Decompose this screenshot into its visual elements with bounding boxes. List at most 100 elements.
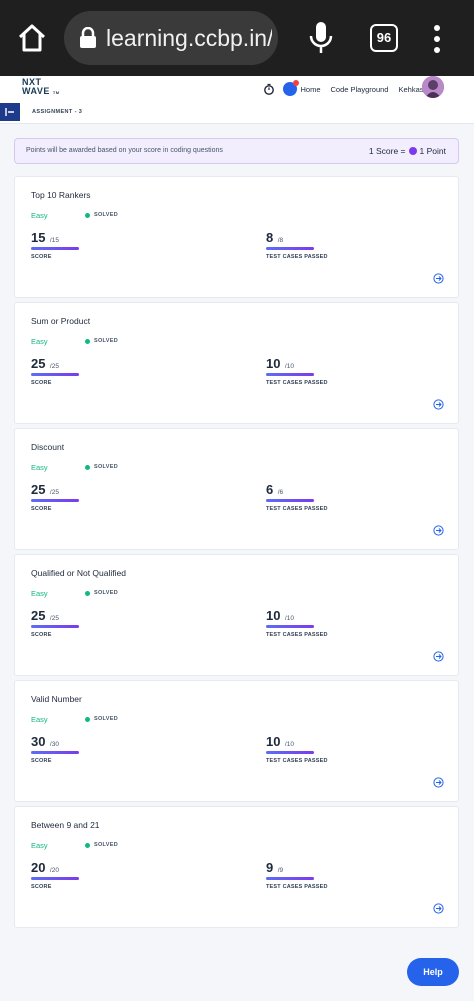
microphone-icon[interactable] <box>308 20 334 56</box>
test-cases-progress-bar <box>266 625 314 628</box>
test-cases-progress-bar <box>266 877 314 880</box>
question-card[interactable]: Sum or Product Easy SOLVED 25 /25 SCORE … <box>14 302 459 424</box>
test-cases-value: 8 <box>266 230 274 245</box>
test-cases-metric: 6 /6 TEST CASES PASSED <box>266 481 426 515</box>
test-cases-progress-bar <box>266 373 314 376</box>
tab-switcher-button[interactable]: 96 <box>370 24 398 52</box>
arrow-right-circle-icon[interactable] <box>433 525 444 536</box>
score-value: 30 <box>31 734 46 749</box>
score-metric: 20 /20 SCORE <box>31 859 191 893</box>
question-card[interactable]: Top 10 Rankers Easy SOLVED 15 /15 SCORE … <box>14 176 459 298</box>
difficulty-label: Easy <box>31 211 48 220</box>
score-metric: 30 /30 SCORE <box>31 733 191 767</box>
arrow-right-circle-icon[interactable] <box>433 399 444 410</box>
arrow-right-circle-icon[interactable] <box>433 651 444 662</box>
test-cases-value: 6 <box>266 482 274 497</box>
status-badge: SOLVED <box>85 842 118 848</box>
score-metric: 25 /25 SCORE <box>31 481 191 515</box>
test-cases-value: 9 <box>266 860 274 875</box>
score-value: 20 <box>31 860 46 875</box>
score-metric: 25 /25 SCORE <box>31 607 191 641</box>
score-total: /30 <box>49 741 59 748</box>
test-cases-value: 10 <box>266 734 281 749</box>
score-total: /25 <box>49 363 59 370</box>
difficulty-label: Easy <box>31 337 48 346</box>
arrow-right-circle-icon[interactable] <box>433 777 444 788</box>
test-cases-total: /10 <box>284 363 294 370</box>
breadcrumb: ASSIGNMENT - 3 <box>32 109 83 115</box>
score-total: /20 <box>49 867 59 874</box>
nav-profile-name[interactable]: Kehkashan <box>398 84 436 94</box>
test-cases-value: 10 <box>266 356 281 371</box>
avatar[interactable] <box>422 76 444 98</box>
status-badge: SOLVED <box>85 338 118 344</box>
status-dot <box>85 842 90 848</box>
score-metric: 25 /25 SCORE <box>31 355 191 389</box>
nav-home[interactable]: Home <box>300 84 321 94</box>
status-badge: SOLVED <box>85 212 118 218</box>
score-label: SCORE <box>31 506 52 512</box>
test-cases-progress-bar <box>266 499 314 502</box>
question-card[interactable]: Discount Easy SOLVED 25 /25 SCORE 6 /6 T… <box>14 428 459 550</box>
home-icon[interactable] <box>16 22 48 54</box>
question-title: Valid Number <box>31 694 82 704</box>
test-cases-metric: 9 /9 TEST CASES PASSED <box>266 859 426 893</box>
arrow-right-circle-icon[interactable] <box>433 273 444 284</box>
score-value: 25 <box>31 482 46 497</box>
test-cases-label: TEST CASES PASSED <box>266 506 328 512</box>
points-info-text: Points will be awarded based on your sco… <box>26 147 223 154</box>
stopwatch-icon[interactable] <box>263 83 275 95</box>
score-total: /25 <box>49 489 59 496</box>
test-cases-total: /10 <box>284 741 294 748</box>
difficulty-label: Easy <box>31 589 48 598</box>
test-cases-label: TEST CASES PASSED <box>266 254 328 260</box>
question-title: Discount <box>31 442 65 452</box>
test-cases-progress-bar <box>266 751 314 754</box>
score-progress-bar <box>31 625 79 628</box>
score-label: SCORE <box>31 632 52 638</box>
difficulty-label: Easy <box>31 841 48 850</box>
score-label: SCORE <box>31 380 52 386</box>
question-card[interactable]: Valid Number Easy SOLVED 30 /30 SCORE 10… <box>14 680 459 802</box>
more-options-icon[interactable] <box>426 24 448 54</box>
score-total: /15 <box>49 237 59 244</box>
nav-code-playground[interactable]: Code Playground <box>330 84 389 94</box>
test-cases-progress-bar <box>266 247 314 250</box>
test-cases-label: TEST CASES PASSED <box>266 758 328 764</box>
score-total: /25 <box>49 615 59 622</box>
question-card[interactable]: Between 9 and 21 Easy SOLVED 20 /20 SCOR… <box>14 806 459 928</box>
score-progress-bar <box>31 247 79 250</box>
question-title: Top 10 Rankers <box>31 190 91 200</box>
sidebar-toggle-button[interactable] <box>0 103 20 121</box>
lock-icon <box>80 27 96 48</box>
nxtwave-logo[interactable]: NXT WAVE TM <box>22 77 60 96</box>
help-button[interactable]: Help <box>407 958 459 986</box>
top-nav: Home Code Playground Kehkashan <box>263 80 446 97</box>
question-card[interactable]: Qualified or Not Qualified Easy SOLVED 2… <box>14 554 459 676</box>
test-cases-metric: 10 /10 TEST CASES PASSED <box>266 355 426 389</box>
url-text: learning.ccbp.in/t <box>106 25 272 51</box>
address-bar[interactable]: learning.ccbp.in/t <box>64 11 278 65</box>
test-cases-total: /10 <box>284 615 294 622</box>
test-cases-label: TEST CASES PASSED <box>266 884 328 890</box>
question-title: Between 9 and 21 <box>31 820 100 830</box>
status-dot <box>85 338 90 344</box>
notification-icon[interactable] <box>283 80 300 96</box>
score-label: SCORE <box>31 254 52 260</box>
score-progress-bar <box>31 499 79 502</box>
points-info-banner: Points will be awarded based on your sco… <box>14 138 459 164</box>
arrow-right-circle-icon[interactable] <box>433 903 444 914</box>
test-cases-label: TEST CASES PASSED <box>266 380 328 386</box>
app-header: NXT WAVE TM Home Code Playground Kehkash… <box>0 76 474 100</box>
score-label: SCORE <box>31 884 52 890</box>
score-value: 25 <box>31 356 46 371</box>
test-cases-metric: 8 /8 TEST CASES PASSED <box>266 229 426 263</box>
status-badge: SOLVED <box>85 716 118 722</box>
coin-icon <box>408 147 417 155</box>
test-cases-total: /9 <box>277 867 284 874</box>
status-badge: SOLVED <box>85 590 118 596</box>
score-progress-bar <box>31 877 79 880</box>
score-value: 25 <box>31 608 46 623</box>
score-progress-bar <box>31 373 79 376</box>
score-label: SCORE <box>31 758 52 764</box>
